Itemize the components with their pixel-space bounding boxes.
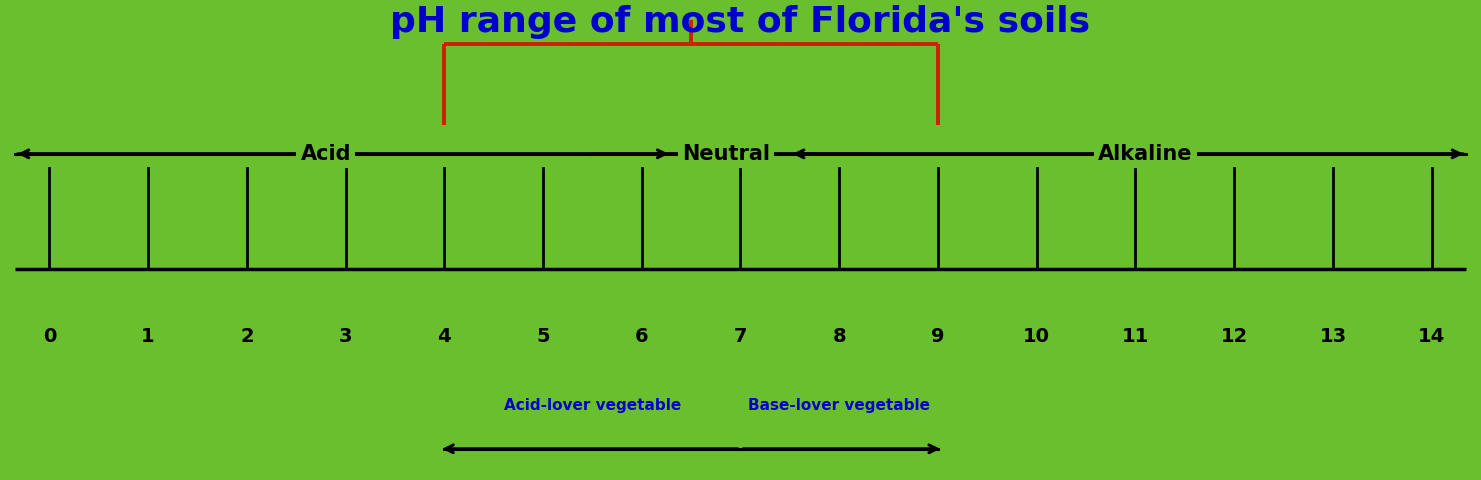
Text: 10: 10	[1023, 326, 1050, 346]
Text: 14: 14	[1417, 326, 1445, 346]
Text: 5: 5	[536, 326, 549, 346]
Text: 2: 2	[240, 326, 253, 346]
Text: 4: 4	[437, 326, 452, 346]
Text: 9: 9	[932, 326, 945, 346]
Text: 11: 11	[1121, 326, 1149, 346]
Text: pH range of most of Florida's soils: pH range of most of Florida's soils	[391, 5, 1090, 39]
Text: Acid-lover vegetable: Acid-lover vegetable	[504, 398, 681, 413]
Text: Base-lover vegetable: Base-lover vegetable	[748, 398, 930, 413]
Text: 0: 0	[43, 326, 56, 346]
Text: Neutral: Neutral	[681, 144, 770, 164]
Text: Alkaline: Alkaline	[1097, 144, 1192, 164]
Text: 6: 6	[635, 326, 649, 346]
Text: 8: 8	[832, 326, 846, 346]
Text: 13: 13	[1320, 326, 1346, 346]
Text: 7: 7	[733, 326, 748, 346]
Text: 3: 3	[339, 326, 352, 346]
Text: 12: 12	[1220, 326, 1248, 346]
Text: 1: 1	[141, 326, 156, 346]
Text: Acid: Acid	[301, 144, 351, 164]
